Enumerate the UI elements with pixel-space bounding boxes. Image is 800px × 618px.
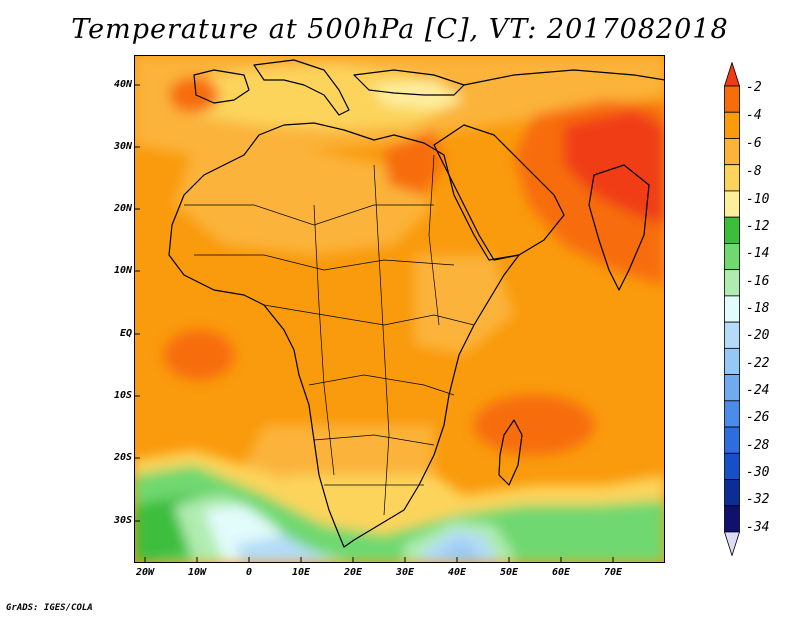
colorbar-label: -16 xyxy=(746,274,770,289)
colorbar-swatch xyxy=(724,479,740,507)
colorbar-swatch xyxy=(724,111,740,139)
colorbar-bottom-arrow xyxy=(724,531,740,556)
colorbar-label: -20 xyxy=(746,328,770,343)
colorbar-label: -18 xyxy=(746,301,770,316)
coastlines xyxy=(168,59,665,548)
colorbar-label: -28 xyxy=(746,438,770,453)
lat-tick-label: 20S xyxy=(113,452,132,463)
colorbar-label: -22 xyxy=(746,356,770,371)
map-title: Temperature at 500hPa [C], VT: 201708201… xyxy=(71,14,729,45)
colorbar-swatch xyxy=(724,164,740,192)
colorbar-label: -2 xyxy=(746,80,762,95)
colorbar-swatch xyxy=(724,505,740,533)
lat-tick-label: 40N xyxy=(113,79,132,90)
lat-tick-label: 20N xyxy=(113,203,132,214)
colorbar-swatch xyxy=(724,374,740,402)
colorbar-label: -34 xyxy=(746,520,770,535)
colorbar-label: -6 xyxy=(746,136,762,151)
colorbar xyxy=(724,62,740,556)
credit-text: GrADS: IGES/COLA xyxy=(6,603,93,613)
colorbar-swatch xyxy=(724,138,740,166)
lon-tick-label: 60E xyxy=(551,567,571,578)
lon-tick-label: 0 xyxy=(245,567,253,578)
colorbar-top-arrow xyxy=(724,62,740,87)
lon-tick-label: 30E xyxy=(395,567,415,578)
axis-ticks xyxy=(134,84,614,563)
lat-tick-label: 10S xyxy=(113,390,132,401)
colorbar-swatch xyxy=(724,243,740,271)
lat-tick-label: 30N xyxy=(113,141,132,152)
colorbar-swatch xyxy=(724,426,740,454)
lat-tick-label: 10N xyxy=(113,265,132,276)
colorbar-swatch xyxy=(724,190,740,218)
map-canvas xyxy=(134,55,665,563)
borders xyxy=(184,154,475,516)
colorbar-swatch xyxy=(724,269,740,297)
temperature-map xyxy=(134,55,665,563)
map-frame xyxy=(134,55,665,563)
colorbar-swatch xyxy=(724,321,740,349)
lon-tick-label: 40E xyxy=(447,567,467,578)
colorbar-label: -24 xyxy=(746,383,770,398)
colorbar-label: -14 xyxy=(746,246,770,261)
lon-tick-label: 50E xyxy=(499,567,519,578)
colorbar-swatch xyxy=(724,400,740,428)
colorbar-label: -12 xyxy=(746,219,770,234)
colorbar-label: -30 xyxy=(746,465,770,480)
lat-tick-label: 30S xyxy=(113,515,132,526)
lon-tick-label: 20W xyxy=(135,567,155,578)
colorbar-label: -4 xyxy=(746,108,762,123)
temperature-field xyxy=(134,55,665,563)
colorbar-swatch xyxy=(724,347,740,375)
colorbar-swatch xyxy=(724,452,740,480)
colorbar-swatch xyxy=(724,216,740,244)
lon-tick-label: 20E xyxy=(343,567,363,578)
colorbar-label: -10 xyxy=(746,192,770,207)
lon-tick-label: 70E xyxy=(603,567,623,578)
colorbar-label: -26 xyxy=(746,410,770,425)
lon-tick-label: 10E xyxy=(291,567,311,578)
lon-tick-label: 10W xyxy=(187,567,207,578)
colorbar-swatch xyxy=(724,85,740,113)
colorbar-swatch xyxy=(724,295,740,323)
lat-tick-label: EQ xyxy=(119,328,132,339)
colorbar-label: -8 xyxy=(746,164,762,179)
colorbar-label: -32 xyxy=(746,492,770,507)
